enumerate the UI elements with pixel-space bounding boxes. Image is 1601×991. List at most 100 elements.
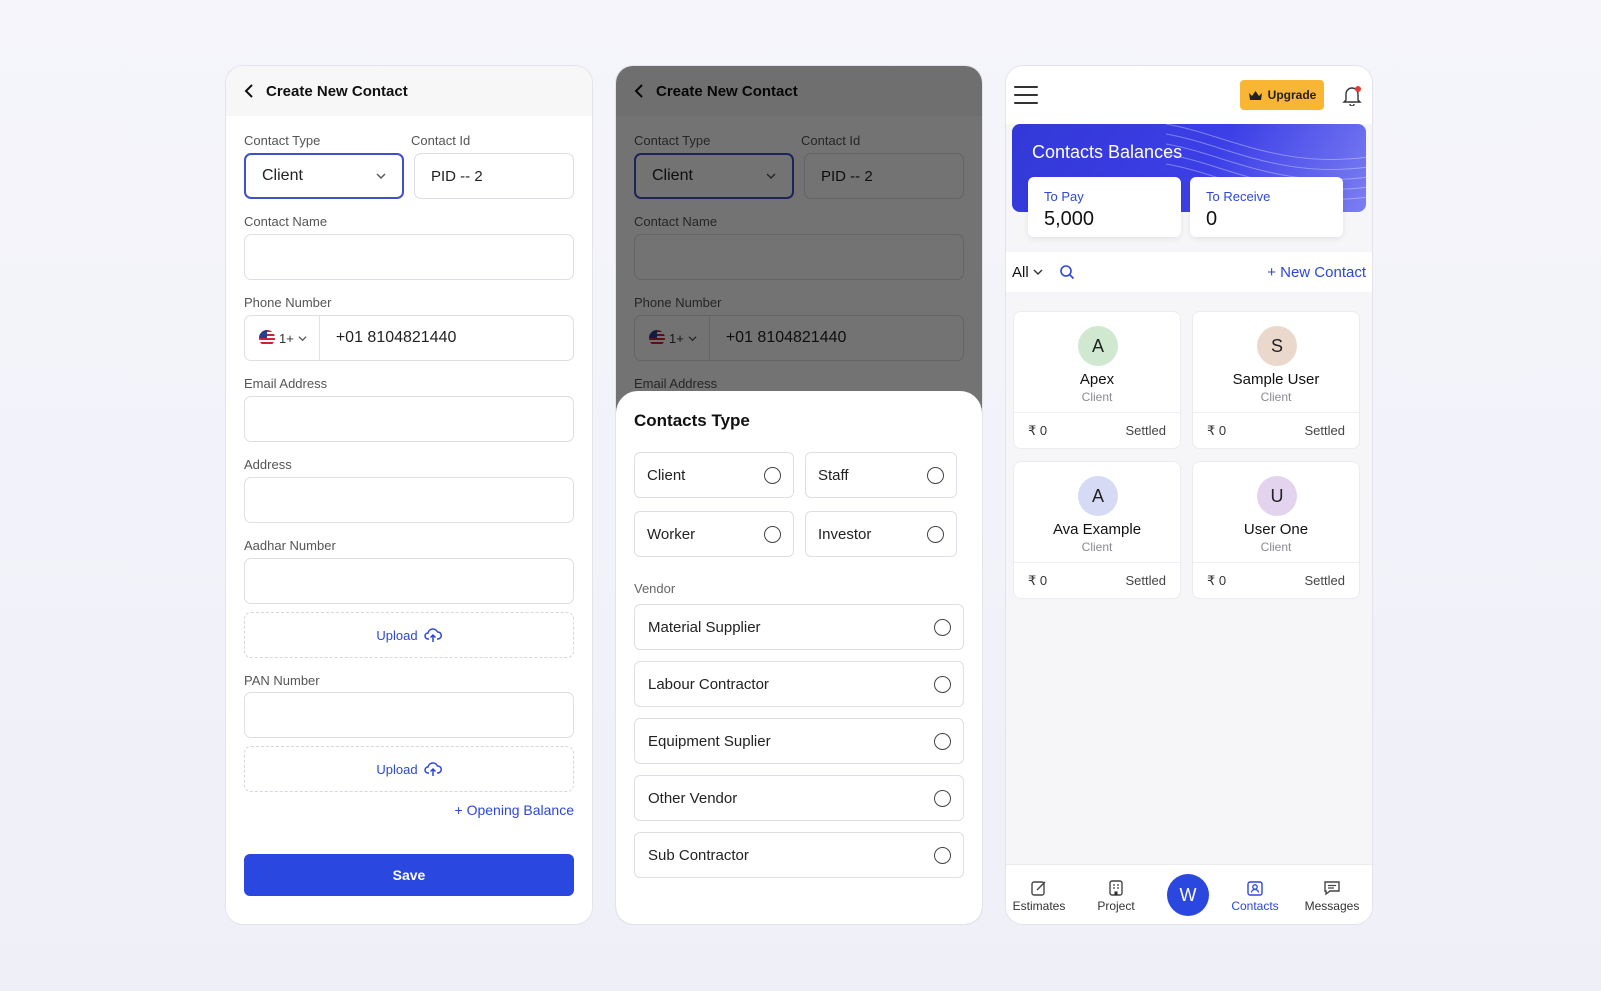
email-field[interactable] (244, 396, 574, 442)
contact-type: Client (1081, 390, 1113, 404)
sheet-title: Contacts Type (634, 411, 750, 430)
upgrade-button[interactable]: Upgrade (1240, 80, 1324, 110)
option-label: Labour Contractor (648, 675, 769, 693)
nav-messages[interactable]: Messages (1297, 879, 1367, 913)
contact-id-field[interactable]: PID -- 2 (414, 153, 574, 199)
option-investor[interactable]: Investor (805, 511, 957, 557)
upload-label: Upload (376, 761, 418, 777)
radio-icon (934, 618, 951, 636)
phone-field[interactable]: 1+ +01 8104821440 (244, 315, 574, 361)
option-label: Investor (818, 525, 872, 543)
bell-icon[interactable] (1342, 84, 1362, 106)
page-title: Create New Contact (266, 82, 408, 100)
to-pay-label: To Pay (1044, 189, 1084, 204)
upgrade-label: Upgrade (1267, 88, 1317, 102)
option-material-supplier[interactable]: Material Supplier (634, 604, 964, 650)
balance-amount: ₹ 0 (1207, 572, 1227, 588)
nav-label: Project (1097, 899, 1135, 913)
option-other-vendor[interactable]: Other Vendor (634, 775, 964, 821)
estimate-icon (1031, 881, 1046, 896)
contact-type-value: Client (262, 167, 303, 184)
to-receive-box[interactable]: To Receive 0 (1190, 177, 1343, 237)
phone-label: Phone Number (244, 295, 332, 310)
contact-name-field[interactable] (244, 234, 574, 280)
filter-dropdown[interactable]: All (1012, 264, 1043, 281)
radio-icon (764, 525, 781, 543)
nav-estimates[interactable]: Estimates (1006, 879, 1074, 913)
chevron-down-icon (376, 173, 386, 179)
pan-field[interactable] (244, 692, 574, 738)
radio-icon (934, 846, 951, 864)
building-icon (1109, 880, 1123, 896)
pan-upload-button[interactable]: Upload (244, 746, 574, 792)
option-equipment-supplier[interactable]: Equipment Suplier (634, 718, 964, 764)
contact-type: Client (1260, 390, 1292, 404)
new-contact-button[interactable]: + New Contact (1267, 263, 1366, 281)
contact-footer: ₹ 0 Settled (1193, 412, 1359, 448)
contact-type: Client (1081, 540, 1113, 554)
chevron-down-icon (1033, 269, 1043, 275)
contacts-screen: Upgrade Contacts Balances To Pay 5,000 T… (1005, 65, 1373, 925)
opening-balance-link[interactable]: + Opening Balance (454, 802, 574, 818)
option-label: Worker (647, 525, 696, 543)
upload-label: Upload (376, 627, 418, 643)
address-label: Address (244, 457, 292, 472)
us-flag-icon (259, 330, 275, 346)
back-arrow-icon[interactable] (244, 83, 260, 99)
aadhar-label: Aadhar Number (244, 538, 336, 553)
contact-id-label: Contact Id (411, 133, 471, 148)
status-label: Settled (1125, 423, 1166, 438)
menu-icon[interactable] (1014, 86, 1038, 104)
nav-label: Estimates (1012, 899, 1066, 913)
country-code-select[interactable]: 1+ (259, 316, 320, 360)
address-field[interactable] (244, 477, 574, 523)
avatar: U (1257, 476, 1297, 516)
contact-card[interactable]: A Ava Example Client ₹ 0 Settled (1013, 461, 1181, 599)
balances-title: Contacts Balances (1032, 142, 1183, 162)
to-pay-box[interactable]: To Pay 5,000 (1028, 177, 1181, 237)
option-sub-contractor[interactable]: Sub Contractor (634, 832, 964, 878)
workspace-avatar-button[interactable]: W (1167, 874, 1209, 916)
option-labour-contractor[interactable]: Labour Contractor (634, 661, 964, 707)
option-label: Sub Contractor (648, 846, 749, 864)
nav-project[interactable]: Project (1081, 879, 1151, 913)
nav-contacts[interactable]: Contacts (1220, 879, 1290, 913)
nav-label: Contacts (1231, 899, 1279, 913)
top-bar: Upgrade (1006, 66, 1372, 124)
contact-card[interactable]: A Apex Client ₹ 0 Settled (1013, 311, 1181, 449)
chevron-down-icon (298, 335, 307, 341)
create-contact-screen: Create New Contact Contact Type Contact … (225, 65, 593, 925)
filter-bar: All + New Contact (1006, 252, 1372, 292)
screen-header: Create New Contact (226, 66, 592, 116)
to-pay-value: 5,000 (1044, 208, 1095, 230)
vendor-section-label: Vendor (634, 581, 676, 596)
status-label: Settled (1304, 423, 1345, 438)
option-label: Staff (818, 466, 849, 484)
contact-type-picker-screen: Create New Contact Contact Type Contact … (615, 65, 983, 925)
contacts-type-sheet: Contacts Type Client Staff Worker Invest… (616, 391, 982, 924)
contact-form: Contact Type Contact Id Client PID -- 2 … (226, 118, 592, 924)
aadhar-upload-button[interactable]: Upload (244, 612, 574, 658)
search-icon[interactable] (1059, 264, 1075, 280)
contact-name: Sample User (1232, 371, 1320, 388)
to-receive-value: 0 (1206, 208, 1218, 230)
nav-label: Messages (1304, 899, 1360, 913)
radio-icon (934, 675, 951, 693)
radio-icon (927, 525, 944, 543)
contact-type-select[interactable]: Client (244, 153, 404, 199)
cloud-upload-icon (423, 762, 442, 776)
contact-card[interactable]: S Sample User Client ₹ 0 Settled (1192, 311, 1360, 449)
option-client[interactable]: Client (634, 452, 794, 498)
option-label: Other Vendor (648, 789, 738, 807)
balance-amount: ₹ 0 (1207, 422, 1227, 438)
save-button[interactable]: Save (244, 854, 574, 896)
aadhar-field[interactable] (244, 558, 574, 604)
contact-card[interactable]: U User One Client ₹ 0 Settled (1192, 461, 1360, 599)
option-worker[interactable]: Worker (634, 511, 794, 557)
chat-icon (1324, 881, 1340, 896)
phone-value: +01 8104821440 (335, 329, 457, 346)
contacts-icon (1247, 881, 1263, 896)
option-label: Material Supplier (648, 618, 761, 636)
avatar: S (1257, 326, 1297, 366)
option-staff[interactable]: Staff (805, 452, 957, 498)
